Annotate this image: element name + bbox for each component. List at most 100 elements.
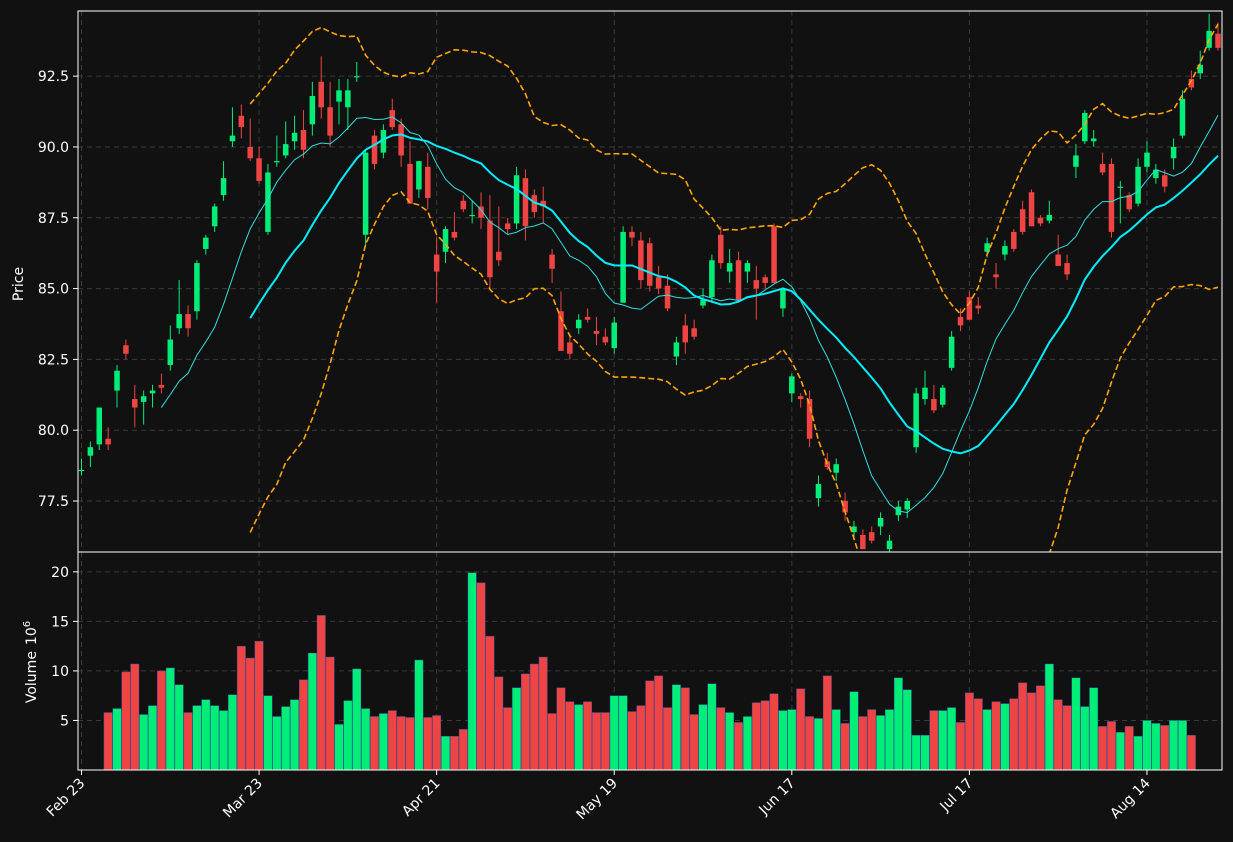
volume-bar xyxy=(343,700,353,771)
candle-body xyxy=(762,277,768,283)
volume-bar xyxy=(956,722,965,771)
volume-bar xyxy=(165,667,175,771)
x-axis-ticks: Feb 23 Mar 23 Apr 21 May 19 Jun 17 Jul 17 Aug … xyxy=(44,770,1154,823)
price-tick-label: 82.5 xyxy=(38,352,69,368)
candle-body xyxy=(1002,246,1008,255)
volume-bar xyxy=(1009,698,1019,771)
candle-body xyxy=(256,158,262,181)
volume-bar xyxy=(307,652,317,771)
volume-bar xyxy=(982,709,992,771)
price-axis-ticks: 77.5 80.0 82.5 85.0 87.5 90.0 92.5 xyxy=(38,69,78,510)
candle-body xyxy=(433,254,440,272)
candle-body xyxy=(291,132,298,142)
candle-body xyxy=(833,464,839,473)
volume-bar xyxy=(538,656,548,771)
volume-axis-label-text: Volume xyxy=(24,651,40,703)
volume-bar xyxy=(1151,723,1161,771)
volume-axis-unit-base: 10 xyxy=(24,627,40,645)
candle-body xyxy=(780,288,786,309)
candle-body xyxy=(655,277,662,289)
candle-body xyxy=(638,240,644,281)
price-tick-label: 77.5 xyxy=(38,494,69,510)
volume-bar xyxy=(592,712,601,771)
candle-body xyxy=(1073,155,1079,167)
volume-bar xyxy=(725,712,735,771)
x-tick-label: Apr 21 xyxy=(399,776,443,820)
volume-bar xyxy=(787,709,797,771)
volume-bar xyxy=(485,636,495,771)
candle-body xyxy=(300,129,307,150)
volume-bar xyxy=(1115,732,1125,771)
candle-body xyxy=(868,532,875,541)
volume-bar xyxy=(156,670,166,771)
volume-bar xyxy=(441,736,450,771)
candle-body xyxy=(194,263,200,312)
candle-body xyxy=(851,526,857,533)
candle-body xyxy=(132,399,138,408)
candle-body xyxy=(1099,163,1106,173)
candle-body xyxy=(389,110,396,128)
candle-body xyxy=(1019,209,1026,232)
candle-body xyxy=(496,251,502,261)
volume-bar xyxy=(831,709,841,771)
candle-body xyxy=(238,115,245,128)
x-tick-label: Jul 17 xyxy=(937,776,977,816)
candle-body xyxy=(1011,231,1017,249)
candle-body xyxy=(380,129,387,153)
volume-bar xyxy=(334,724,344,771)
candle-body xyxy=(700,299,706,306)
candle-body xyxy=(682,325,689,343)
candle-body xyxy=(575,319,582,329)
volume-tick-label: 20 xyxy=(51,565,69,581)
candle-body xyxy=(229,135,236,142)
volume-bar xyxy=(378,713,388,771)
candle-body xyxy=(913,393,919,448)
volume-bar xyxy=(849,691,859,771)
candle-body xyxy=(105,438,111,445)
volume-bar xyxy=(814,718,823,771)
candle-body xyxy=(87,447,94,456)
volume-bar xyxy=(467,572,477,771)
candle-body xyxy=(487,220,493,278)
candle-body xyxy=(469,214,475,217)
volume-bar xyxy=(1018,682,1028,771)
candle-body xyxy=(149,390,156,394)
volume-bar xyxy=(139,714,149,771)
volume-bar xyxy=(1142,720,1152,771)
volume-tick-label: 10 xyxy=(51,664,69,680)
volume-bar xyxy=(778,710,788,771)
volume-bar xyxy=(192,705,202,771)
candle-body xyxy=(265,172,271,232)
candle-body xyxy=(336,90,342,102)
price-tick-label: 92.5 xyxy=(38,69,69,85)
volume-bar xyxy=(299,679,308,771)
candle-body xyxy=(567,342,573,354)
volume-bar xyxy=(574,704,584,771)
volume-bar xyxy=(885,709,894,771)
candle-body xyxy=(735,260,742,300)
candle-body xyxy=(522,178,529,227)
volume-bar xyxy=(734,722,743,771)
volume-bar xyxy=(1169,720,1179,771)
volume-tick-label: 5 xyxy=(60,713,69,729)
volume-bar xyxy=(751,702,761,771)
candle-body xyxy=(1046,214,1053,221)
x-tick-label: Feb 23 xyxy=(44,776,89,821)
volume-bar xyxy=(822,675,832,771)
volume-bar xyxy=(654,675,664,771)
volume-bar xyxy=(1080,706,1090,771)
candle-body xyxy=(620,231,626,303)
volume-bar xyxy=(521,673,530,771)
volume-bar xyxy=(405,717,415,771)
volume-bar xyxy=(503,707,513,771)
candle-body xyxy=(451,231,458,238)
volume-bar xyxy=(512,687,521,771)
candle-body xyxy=(114,370,120,391)
candle-body xyxy=(931,399,937,411)
volume-bar xyxy=(547,713,557,771)
volume-bar xyxy=(370,716,379,771)
volume-bar xyxy=(867,709,877,771)
candle-body xyxy=(1108,163,1115,232)
volume-bar xyxy=(352,668,362,771)
